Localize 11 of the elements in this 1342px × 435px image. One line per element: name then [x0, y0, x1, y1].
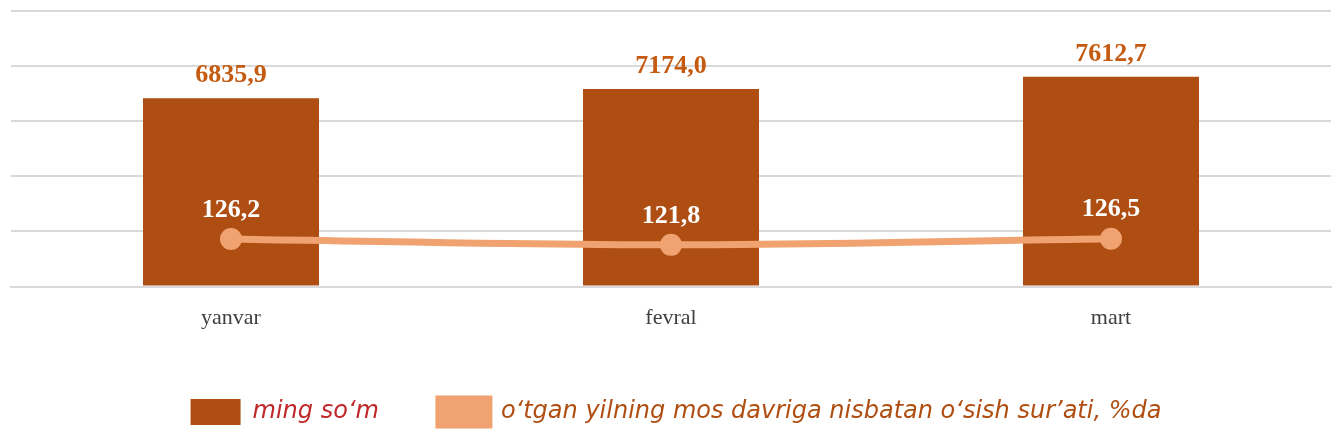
data-label: 121,8	[641, 199, 701, 229]
x-tick-label: yanvar	[201, 303, 262, 329]
x-tick-label: mart	[1090, 303, 1132, 329]
legend-label: o‘tgan yilning mos davriga nisbatan o‘sish sur’ati, %da	[500, 396, 1162, 425]
x-tick-label: fevral	[645, 303, 697, 329]
data-label: 7612,7	[1075, 37, 1147, 67]
data-label: 6835,9	[195, 58, 267, 88]
data-label: 126,5	[1081, 193, 1141, 223]
legend-label: ming so‘m	[252, 396, 379, 425]
data-label: 126,2	[201, 193, 261, 223]
data-label: 7174,0	[635, 49, 707, 79]
